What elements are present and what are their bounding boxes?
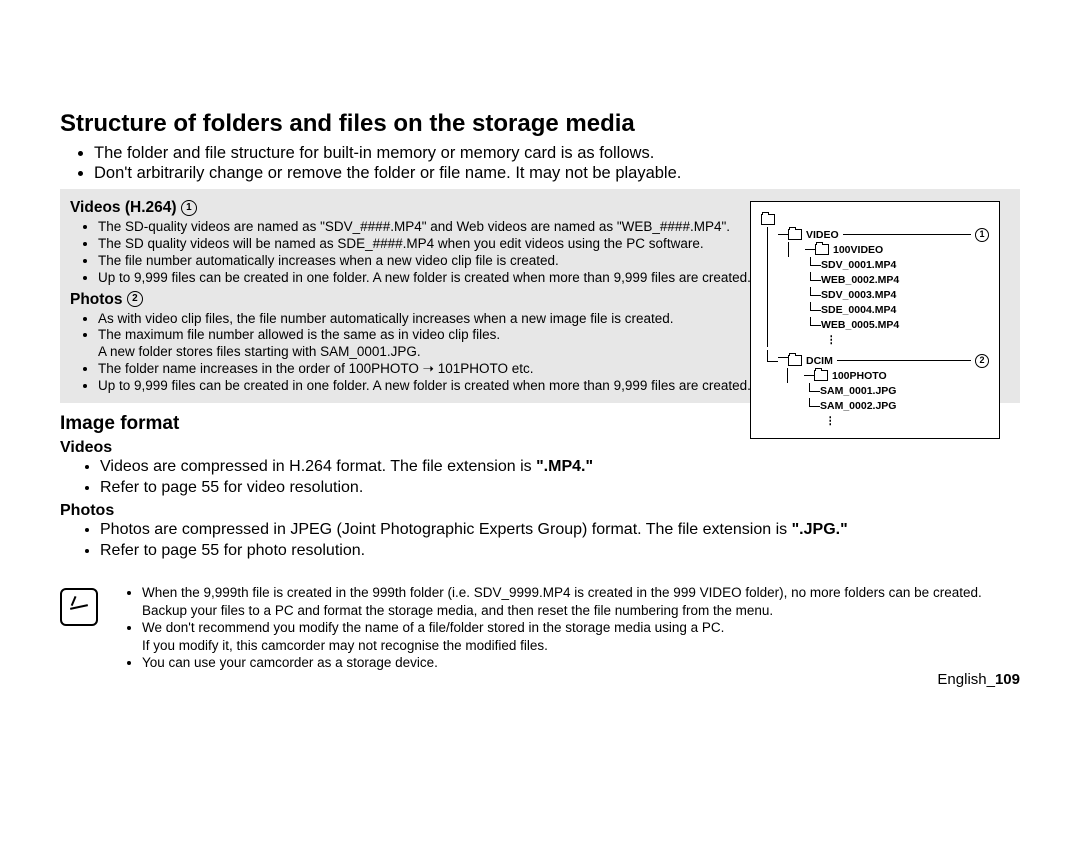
- photos-format-header: Photos: [60, 502, 1020, 520]
- tree-file: SAM_0002.JPG: [820, 400, 896, 412]
- circled-two-icon: 2: [975, 354, 989, 368]
- photos-header-text: Photos: [70, 291, 127, 308]
- folder-icon: [761, 214, 775, 225]
- list-item: The folder name increases in the order o…: [98, 361, 778, 378]
- tree-100video-label: 100VIDEO: [833, 244, 883, 256]
- tree-file: SDV_0001.MP4: [821, 259, 896, 271]
- folder-icon: [815, 244, 829, 255]
- tree-file: WEB_0005.MP4: [821, 319, 899, 331]
- footer-lang: English: [937, 671, 986, 688]
- tree-video-label: VIDEO: [806, 229, 839, 241]
- videos-list: The SD-quality videos are named as "SDV_…: [70, 219, 778, 287]
- list-item: We don't recommend you modify the name o…: [142, 619, 1020, 654]
- tree-file: SAM_0001.JPG: [820, 385, 896, 397]
- page-number: 109: [995, 671, 1020, 688]
- note-icon: [60, 588, 98, 626]
- circled-one-icon: 1: [975, 228, 989, 242]
- gray-panel: Videos (H.264) 1 The SD-quality videos a…: [60, 189, 1020, 403]
- folder-icon: [814, 370, 828, 381]
- list-item: The SD-quality videos are named as "SDV_…: [98, 219, 778, 236]
- footer-sep: _: [987, 671, 995, 688]
- page-footer: English_109: [937, 671, 1020, 688]
- note-box: When the 9,999th file is created in the …: [60, 584, 1020, 672]
- ellipsis-icon: ⋮: [825, 415, 838, 427]
- list-item: The maximum file number allowed is the s…: [98, 327, 778, 361]
- folder-icon: [788, 355, 802, 366]
- photos-format-list: Photos are compressed in JPEG (Joint Pho…: [60, 520, 1020, 562]
- photos-list: As with video clip files, the file numbe…: [70, 311, 778, 395]
- intro-item: Don't arbitrarily change or remove the f…: [94, 164, 1020, 183]
- list-item: The file number automatically increases …: [98, 253, 778, 270]
- circled-one-icon: 1: [181, 200, 197, 216]
- videos-format-header: Videos: [60, 439, 1020, 457]
- list-item: Videos are compressed in H.264 format. T…: [100, 457, 1020, 478]
- tree-file: WEB_0002.MP4: [821, 274, 899, 286]
- circled-two-icon: 2: [127, 291, 143, 307]
- list-item: Refer to page 55 for video resolution.: [100, 478, 1020, 499]
- list-item: You can use your camcorder as a storage …: [142, 654, 1020, 672]
- folder-tree-diagram: VIDEO 1 100VIDEO SDV_0001.MP4 WEB_0002.M…: [750, 201, 1000, 439]
- list-item: Up to 9,999 files can be created in one …: [98, 270, 778, 287]
- folder-icon: [788, 229, 802, 240]
- tree-file: SDE_0004.MP4: [821, 304, 896, 316]
- ellipsis-icon: ⋮: [826, 334, 839, 346]
- tree-dcim-label: DCIM: [806, 355, 833, 367]
- videos-format-list: Videos are compressed in H.264 format. T…: [60, 457, 1020, 499]
- tree-100photo-label: 100PHOTO: [832, 370, 887, 382]
- intro-item: The folder and file structure for built-…: [94, 144, 1020, 163]
- tree-file: SDV_0003.MP4: [821, 289, 896, 301]
- list-item: Up to 9,999 files can be created in one …: [98, 378, 778, 395]
- intro-list: The folder and file structure for built-…: [60, 144, 1020, 183]
- list-item: Refer to page 55 for photo resolution.: [100, 541, 1020, 562]
- list-item: Photos are compressed in JPEG (Joint Pho…: [100, 520, 1020, 541]
- list-item: The SD quality videos will be named as S…: [98, 236, 778, 253]
- videos-header-text: Videos (H.264): [70, 199, 181, 216]
- list-item: When the 9,999th file is created in the …: [142, 584, 1020, 619]
- list-item: As with video clip files, the file numbe…: [98, 311, 778, 328]
- notes-list: When the 9,999th file is created in the …: [124, 584, 1020, 672]
- page-title: Structure of folders and files on the st…: [60, 110, 1020, 138]
